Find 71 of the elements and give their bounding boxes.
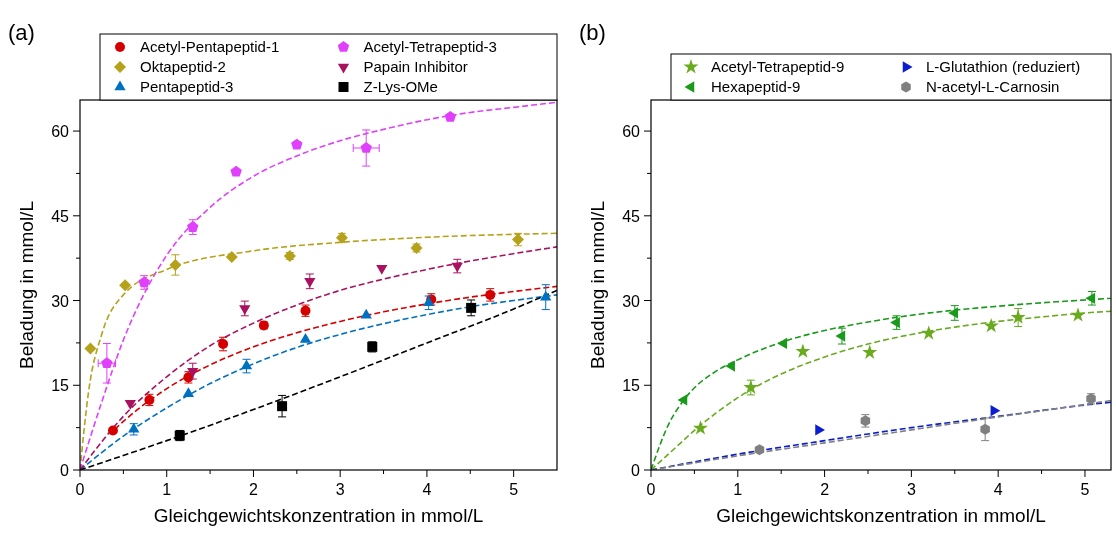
y-tick-label: 45: [622, 207, 641, 225]
point: [360, 308, 372, 319]
point: [187, 367, 199, 378]
x-tick-label: 3: [906, 481, 916, 498]
y-tick-label: 60: [622, 123, 641, 141]
y-tick-label: 60: [51, 123, 70, 141]
legend-label: Oktapeptid-2: [140, 58, 226, 75]
point: [1070, 307, 1086, 322]
chart-title: (b): [579, 20, 606, 45]
y-tick-label: 45: [51, 207, 70, 225]
point: [277, 401, 288, 412]
y-tick-label: 0: [631, 462, 641, 479]
point: [376, 265, 388, 275]
point: [466, 302, 477, 313]
x-axis-title: Gleichgewichtskonzentration in mmol/L: [716, 505, 1046, 526]
point: [304, 278, 316, 288]
point: [980, 423, 990, 435]
x-tick-label: 0: [75, 481, 85, 498]
point: [692, 420, 708, 435]
point: [444, 110, 457, 122]
point: [754, 444, 765, 456]
point: [182, 387, 195, 397]
point: [107, 425, 118, 436]
legend-label: Acetyl-Pentapeptid-1: [140, 38, 280, 55]
y-tick-label: 15: [622, 377, 641, 395]
legend-label: Papain Inhibitor: [363, 58, 468, 75]
legend-label: Z-Lys-OMe: [363, 78, 438, 95]
legend-label: Acetyl-Tetrapeptid-9: [711, 58, 845, 75]
point: [451, 262, 463, 273]
legend-label: Pentapeptid-3: [140, 78, 234, 95]
point: [862, 344, 878, 359]
point: [239, 305, 251, 315]
point: [225, 251, 238, 264]
x-tick-label: 4: [422, 481, 432, 498]
x-tick-label: 1: [162, 481, 172, 498]
point: [983, 318, 999, 333]
point: [990, 405, 1001, 417]
x-tick-label: 2: [820, 481, 830, 498]
point: [725, 360, 735, 372]
chart-title: (a): [8, 20, 35, 45]
x-axis-title: Gleichgewichtskonzentration in mmol/L: [153, 505, 484, 526]
x-tick-label: 2: [249, 481, 258, 498]
point: [777, 337, 788, 350]
legend-label: L-Glutathion (reduziert): [926, 58, 1081, 75]
x-tick-label: 3: [335, 481, 345, 498]
point: [101, 357, 113, 369]
point: [921, 325, 937, 340]
point: [677, 394, 688, 406]
point: [540, 290, 552, 301]
x-tick-label: 0: [646, 481, 656, 498]
y-tick-label: 0: [60, 462, 70, 479]
y-axis-title: Beladung in mmol/L: [16, 201, 37, 369]
legend-label: N-acetyl-L-Carnosin: [926, 78, 1060, 95]
point: [360, 142, 372, 153]
point: [169, 258, 182, 271]
y-tick-label: 15: [51, 377, 70, 395]
y-axis-title: Beladung in mmol/L: [587, 201, 608, 369]
x-tick-label: 1: [733, 481, 743, 498]
y-tick-label: 30: [622, 292, 641, 310]
x-tick-label: 4: [993, 481, 1003, 498]
point: [124, 400, 136, 410]
legend-label: Acetyl-Tetrapeptid-3: [363, 38, 497, 55]
point: [299, 333, 312, 343]
point: [240, 359, 253, 370]
point: [119, 279, 132, 292]
x-tick-label: 5: [1080, 481, 1090, 498]
x-tick-label: 5: [509, 481, 519, 498]
y-tick-label: 30: [51, 292, 70, 310]
point: [84, 342, 97, 355]
point: [795, 343, 811, 358]
legend-label: Hexapeptid-9: [711, 78, 801, 95]
